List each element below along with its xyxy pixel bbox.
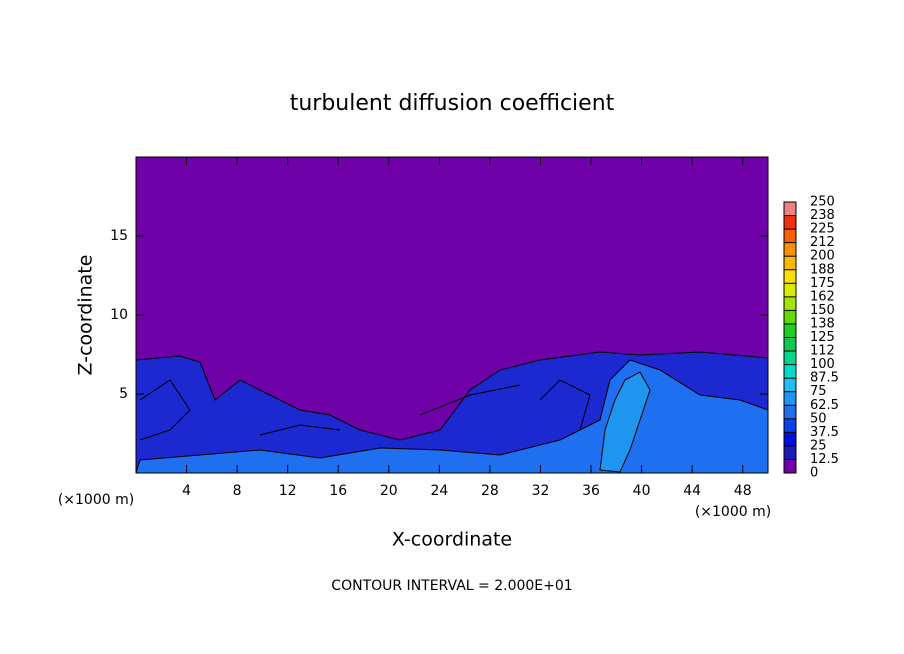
colorbar-band <box>784 405 796 419</box>
colorbar-label: 238 <box>810 208 835 223</box>
colorbar-label: 37.5 <box>810 425 839 440</box>
colorbar-label: 87.5 <box>810 371 839 386</box>
x-tick-label: 20 <box>380 483 398 499</box>
colorbar-label: 200 <box>810 249 835 264</box>
colorbar-label: 0 <box>810 466 818 481</box>
y-axis-label: Z-coordinate <box>75 255 97 376</box>
colorbar-band <box>784 229 796 243</box>
x-tick-label: 4 <box>182 483 191 499</box>
x-tick-label: 36 <box>582 483 600 499</box>
annotation: CONTOUR INTERVAL = 2.000E+01 <box>331 578 572 594</box>
colorbar-band <box>784 445 796 460</box>
y-tick-label: 5 <box>119 386 128 402</box>
x-tick-label: 32 <box>532 483 550 499</box>
x-tick-label: 44 <box>683 483 701 499</box>
x-tick-label: 12 <box>279 483 297 499</box>
colorbar-label: 25 <box>810 438 827 453</box>
x-tick-label: 48 <box>734 483 752 499</box>
turbulent-patch <box>139 379 591 441</box>
colorbar-label: 50 <box>810 411 827 426</box>
colorbar-label: 188 <box>810 262 835 277</box>
x-tick-label: 24 <box>430 483 448 499</box>
turbulent-patch <box>599 371 651 473</box>
y-unit-label: (×1000 m) <box>58 492 134 508</box>
colorbar-label: 112 <box>810 344 835 359</box>
colorbar-band <box>784 323 796 338</box>
colorbar-label: 75 <box>810 384 827 399</box>
colorbar-band <box>784 296 796 311</box>
colorbar-band <box>784 364 796 379</box>
colorbar-label: 138 <box>810 316 835 331</box>
colorbar-band <box>784 269 796 284</box>
colorbar-band <box>784 418 796 433</box>
x-tick-label: 8 <box>233 483 242 499</box>
colorbar-label: 62.5 <box>810 398 839 413</box>
x-unit-label: (×1000 m) <box>695 504 771 520</box>
colorbar-band <box>784 391 796 406</box>
y-tick-label: 15 <box>110 228 128 244</box>
colorbar-band <box>784 283 796 297</box>
colorbar-band <box>784 242 796 257</box>
colorbar-label: 125 <box>810 330 835 345</box>
colorbar-label: 12.5 <box>810 452 839 467</box>
colorbar-band <box>784 215 796 230</box>
colorbar-band <box>784 432 796 446</box>
colorbar-label: 175 <box>810 276 835 291</box>
colorbar-band <box>784 378 796 392</box>
colorbar-label: 100 <box>810 357 835 372</box>
colorbar-band <box>784 351 796 365</box>
colorbar-label: 162 <box>810 289 835 304</box>
x-axis-label: X-coordinate <box>392 529 512 551</box>
x-tick-label: 28 <box>481 483 499 499</box>
colorbar-label: 250 <box>810 195 835 210</box>
colorbar-band <box>784 337 796 352</box>
colorbar-label: 212 <box>810 235 835 250</box>
colorbar-band <box>784 459 796 473</box>
y-tick-label: 10 <box>110 307 128 323</box>
colorbar-label: 150 <box>810 303 835 318</box>
x-tick-label: 40 <box>633 483 651 499</box>
field <box>136 157 768 473</box>
x-tick-label: 16 <box>329 483 347 499</box>
colorbar-band <box>784 310 796 324</box>
chart-title: turbulent diffusion coefficient <box>290 91 615 116</box>
colorbar-band <box>784 202 796 216</box>
colorbar-band <box>784 256 796 270</box>
colorbar-label: 225 <box>810 222 835 237</box>
